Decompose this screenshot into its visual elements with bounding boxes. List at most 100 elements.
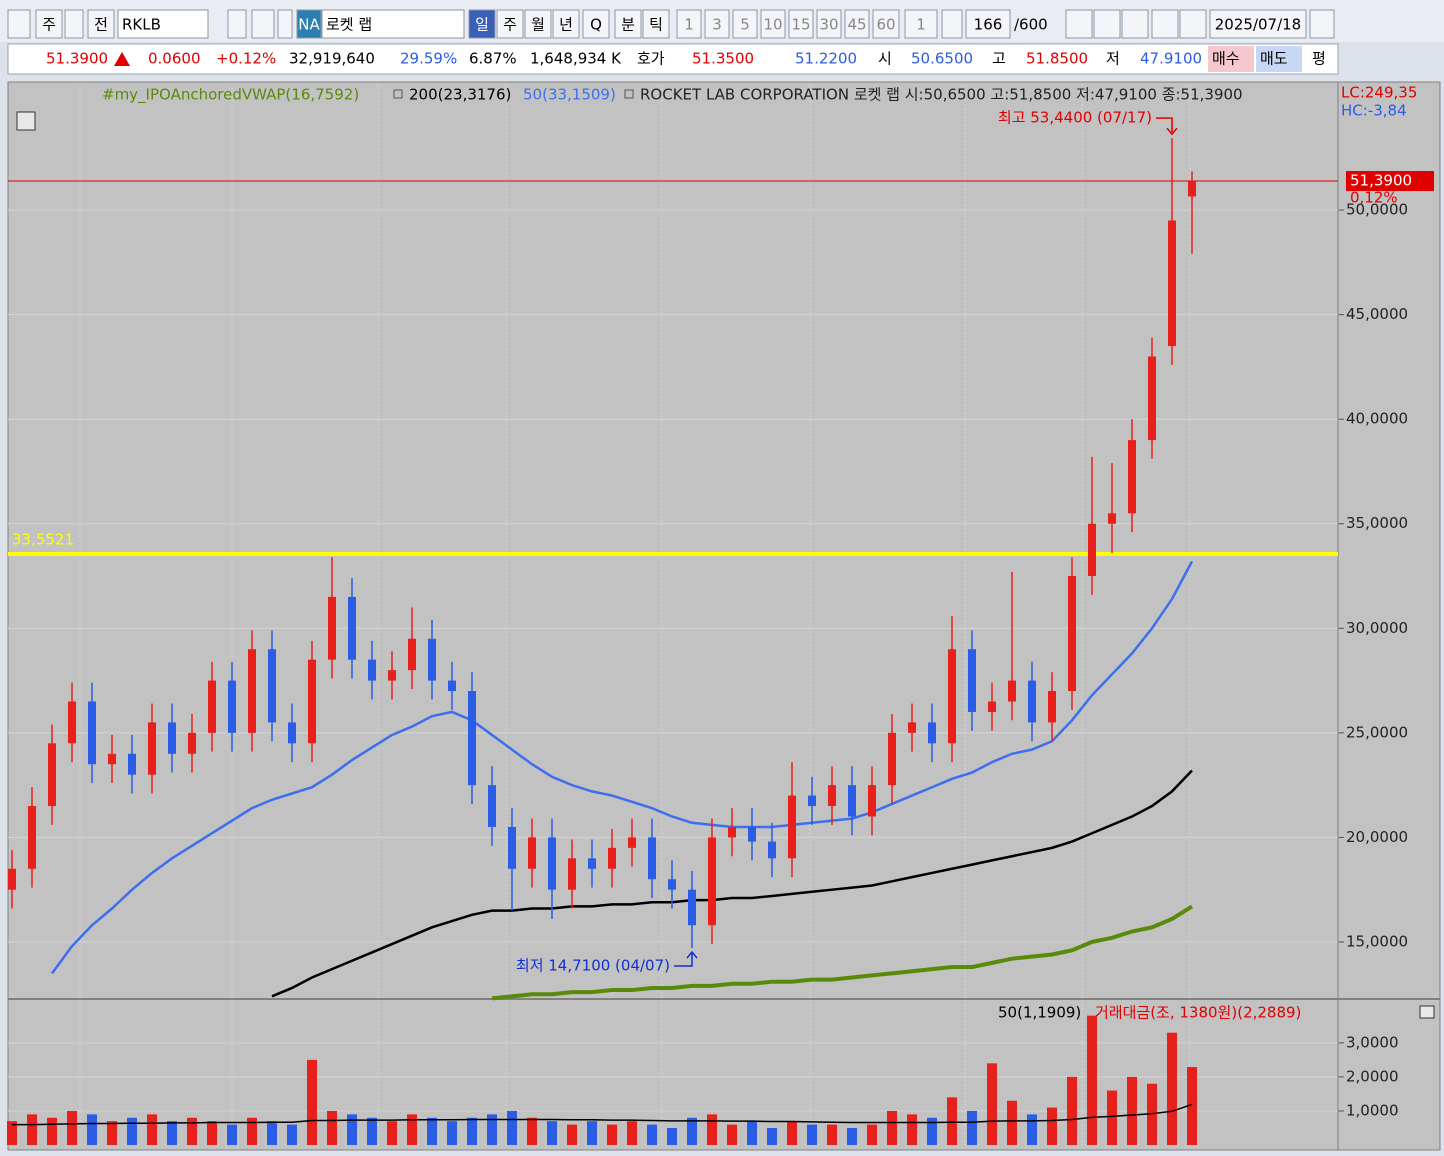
tool-button[interactable]	[1309, 9, 1335, 39]
tool-button[interactable]	[524, 9, 552, 39]
volume-bar	[207, 1121, 217, 1145]
tool-button[interactable]	[251, 9, 275, 39]
tool-button[interactable]	[227, 9, 247, 39]
volume-bar	[227, 1124, 237, 1145]
tool-button[interactable]	[732, 9, 758, 39]
volume-bar	[747, 1121, 757, 1145]
tool-label: 10	[763, 16, 782, 34]
corner-label: LC:249,35	[1341, 84, 1417, 102]
tool-button[interactable]	[1093, 9, 1121, 39]
close-icon[interactable]	[1419, 1005, 1435, 1019]
volume-bar	[547, 1121, 557, 1145]
candle-body	[868, 785, 876, 817]
quote-value: 51.2200	[795, 50, 857, 68]
price-tag-label: 51,3900	[1350, 172, 1412, 190]
tool-button[interactable]	[87, 9, 115, 39]
tool-button[interactable]	[676, 9, 702, 39]
tool-button[interactable]	[64, 9, 84, 39]
tool-label: /600	[1014, 16, 1048, 34]
candle-body	[728, 826, 736, 838]
tool-label: 3	[712, 16, 722, 34]
candle-body	[568, 858, 576, 890]
buy-bg[interactable]	[1256, 46, 1302, 72]
panel-icon[interactable]	[16, 111, 36, 131]
candle-body	[928, 722, 936, 744]
tool-button[interactable]	[1121, 9, 1149, 39]
candle-body	[68, 701, 76, 744]
volume-bar	[27, 1114, 37, 1145]
y-tick-label: 40,0000	[1346, 410, 1408, 428]
legend-box	[393, 89, 403, 99]
tool-button[interactable]	[788, 9, 814, 39]
tool-button[interactable]	[941, 9, 963, 39]
quote-value: 고	[992, 50, 1006, 68]
tool-button[interactable]	[844, 9, 870, 39]
tool-label: 분	[621, 16, 635, 34]
candle-body	[608, 847, 616, 869]
tool-label: 1	[916, 16, 926, 34]
quote-value: 32,919,640	[289, 50, 375, 68]
tool-button[interactable]	[296, 9, 322, 39]
tool-button[interactable]	[872, 9, 900, 39]
tool-button[interactable]	[1065, 9, 1093, 39]
volume-bar	[407, 1114, 417, 1145]
tool-label: 2025/07/18	[1215, 16, 1301, 34]
tool-button[interactable]	[7, 9, 31, 39]
annotation-arrow	[674, 950, 698, 967]
tool-button[interactable]	[642, 9, 670, 39]
tool-label: NA	[298, 16, 320, 34]
candle-body	[768, 841, 776, 859]
volume-bar	[987, 1063, 997, 1145]
tool-button[interactable]	[117, 9, 209, 39]
candle-body	[668, 879, 676, 890]
candle-body	[988, 701, 996, 712]
candle-body	[948, 649, 956, 744]
volume-bar	[627, 1121, 637, 1145]
tool-button[interactable]	[321, 9, 465, 39]
sell-bg[interactable]	[1208, 46, 1254, 72]
volume-bar	[487, 1114, 497, 1145]
tool-button[interactable]	[1179, 9, 1207, 39]
tool-button[interactable]	[965, 9, 1011, 39]
candle-body	[348, 596, 356, 660]
volume-bar	[887, 1110, 897, 1145]
tool-button[interactable]	[904, 9, 938, 39]
tool-button[interactable]	[582, 9, 610, 39]
volume-bar	[367, 1117, 377, 1145]
tool-button[interactable]	[760, 9, 786, 39]
tool-button[interactable]	[277, 9, 293, 39]
tool-button[interactable]	[1151, 9, 1179, 39]
volume-bar	[7, 1121, 17, 1145]
tool-button[interactable]	[1209, 9, 1307, 39]
quote-value: 51.8500	[1026, 50, 1088, 68]
tool-button[interactable]	[704, 9, 730, 39]
candle-body	[448, 680, 456, 692]
quote-value: 시	[878, 50, 892, 68]
tool-button[interactable]	[468, 9, 496, 39]
quote-value: 51.3500	[692, 50, 754, 68]
candle-body	[328, 596, 336, 660]
volume-legend: 50(1,1909)	[998, 1004, 1081, 1022]
candle-body	[108, 753, 116, 765]
candle-body	[888, 732, 896, 786]
legend-entry: 200(23,3176)	[409, 86, 511, 104]
candle-body	[1048, 691, 1056, 723]
tool-button[interactable]	[496, 9, 524, 39]
volume-bar	[307, 1059, 317, 1145]
volume-bar	[707, 1114, 717, 1145]
tool-label: 년	[559, 16, 573, 34]
moving-average	[271, 769, 1193, 998]
candle-body	[148, 722, 156, 775]
legend-box	[624, 89, 634, 99]
tool-button[interactable]	[35, 9, 63, 39]
candle-body	[428, 638, 436, 681]
volume-bar	[187, 1117, 197, 1145]
volume-bar	[1127, 1076, 1137, 1145]
volume-bar	[767, 1127, 777, 1145]
tool-label: 30	[819, 16, 838, 34]
candle-body	[488, 785, 496, 827]
tool-button[interactable]	[614, 9, 642, 39]
volume-bar	[267, 1121, 277, 1145]
tool-button[interactable]	[552, 9, 580, 39]
tool-button[interactable]	[816, 9, 842, 39]
